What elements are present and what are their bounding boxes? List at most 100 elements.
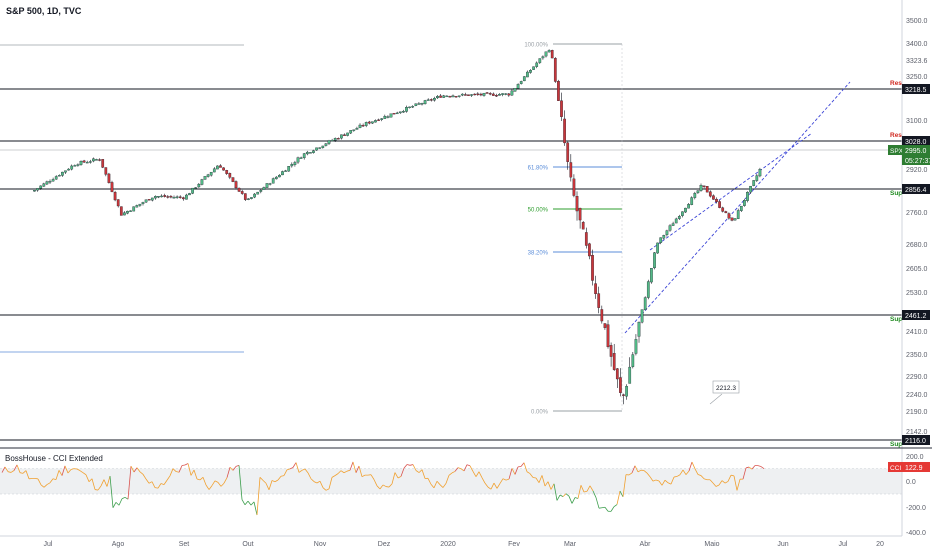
candle-body [135,205,139,208]
cci-line-segment [727,475,732,482]
cci-line-segment [82,472,87,476]
y-tick-label: 2530.0 [906,290,928,297]
candle-body [185,194,188,200]
cci-tick-label: -200.0 [906,505,926,512]
cci-line-segment [151,481,156,488]
candle-body [116,199,120,207]
candle-body [510,90,514,96]
candle-body [113,192,117,201]
candle-body [45,181,49,185]
candle-body [575,195,579,212]
cci-value-box [902,462,930,472]
cci-line-segment [571,497,576,504]
candle-body [615,368,619,380]
cci-line-segment [184,463,189,466]
cci-line-segment [502,478,507,481]
cci-line-segment [637,469,642,473]
cci-line-segment [403,464,408,469]
cci-line-segment [118,498,123,506]
candle-body [243,193,247,200]
cci-line-segment [298,469,303,473]
level-price-label: 3218.5 [905,87,927,94]
candle-body [684,207,687,213]
candle-body [321,145,325,148]
candle-body [141,202,145,204]
candle-body [284,170,287,172]
candle-body [454,96,458,98]
cci-line-segment [748,466,753,470]
cci-line-segment [67,469,72,474]
cci-line-segment [394,472,399,479]
y-tick-label: 2920.0 [906,167,928,174]
cci-line-segment [70,468,75,470]
cci-line-segment [310,478,315,482]
cci-line-segment [634,465,639,473]
cci-line-segment [43,484,48,488]
candle-body [699,185,703,191]
candle-body [380,118,384,120]
candle-body [522,76,526,82]
candle-body [541,56,545,59]
cci-line-segment [382,484,387,487]
candle-body [119,206,123,216]
cci-line-segment [724,481,729,484]
candle-body [597,293,601,308]
cci-line-segment [487,486,492,490]
x-tick-label: Abr [640,541,652,548]
candle-body [234,181,238,189]
cci-line-segment [610,506,615,512]
x-tick-label: Nov [314,541,327,548]
cci-line-segment [244,500,249,506]
cci-line-segment [484,482,489,488]
cci-layer [0,461,902,516]
cci-line-segment [646,472,651,477]
cci-line-segment [697,474,702,476]
cci-line-segment [529,473,534,478]
cci-line-segment [691,461,696,469]
candle-body [178,196,182,198]
cci-line-segment [673,476,678,478]
cci-line-segment [208,485,213,490]
candle-body [504,93,508,95]
cci-line-segment [85,474,90,482]
candle-body [129,210,132,212]
candle-body [352,129,356,131]
cci-line-segment [556,494,561,501]
candle-body [507,93,511,96]
cci-line-segment [61,465,66,476]
cci-line-segment [511,468,516,475]
candle-body [690,197,694,205]
candle-body [634,339,638,354]
candle-body [240,191,244,194]
candle-body [95,159,98,161]
cci-line-segment [307,472,312,479]
cci-line-segment [619,490,624,498]
x-tick-label: 20 [876,541,884,548]
candle-body [157,196,160,198]
candle-body [237,187,241,192]
candle-body [588,243,591,257]
cci-line-segment [469,465,474,472]
cci-line-segment [580,485,585,493]
cci-line-segment [127,466,132,500]
cci-line-segment [376,485,381,490]
candle-body [265,183,269,188]
candle-body [460,93,464,96]
candle-body [364,122,368,126]
candle-body [569,162,573,178]
cci-line-segment [301,468,306,471]
cci-line-segment [292,462,297,468]
callout-label: 2212.3 [716,385,736,392]
candle-body [746,191,749,201]
y-tick-label: 3400.0 [906,41,928,48]
candle-body [123,212,126,216]
candle-body [67,168,70,171]
cci-line-segment [196,478,201,481]
fibonacci-layer: 100.00% 61.80% 50.00% 38.20% 0.00% 2212.3 [524,43,740,416]
cci-line-segment [334,473,339,476]
candle-body [609,345,613,357]
cci-line-segment [277,475,282,481]
candle-body [340,134,343,139]
candle-body [622,394,625,396]
